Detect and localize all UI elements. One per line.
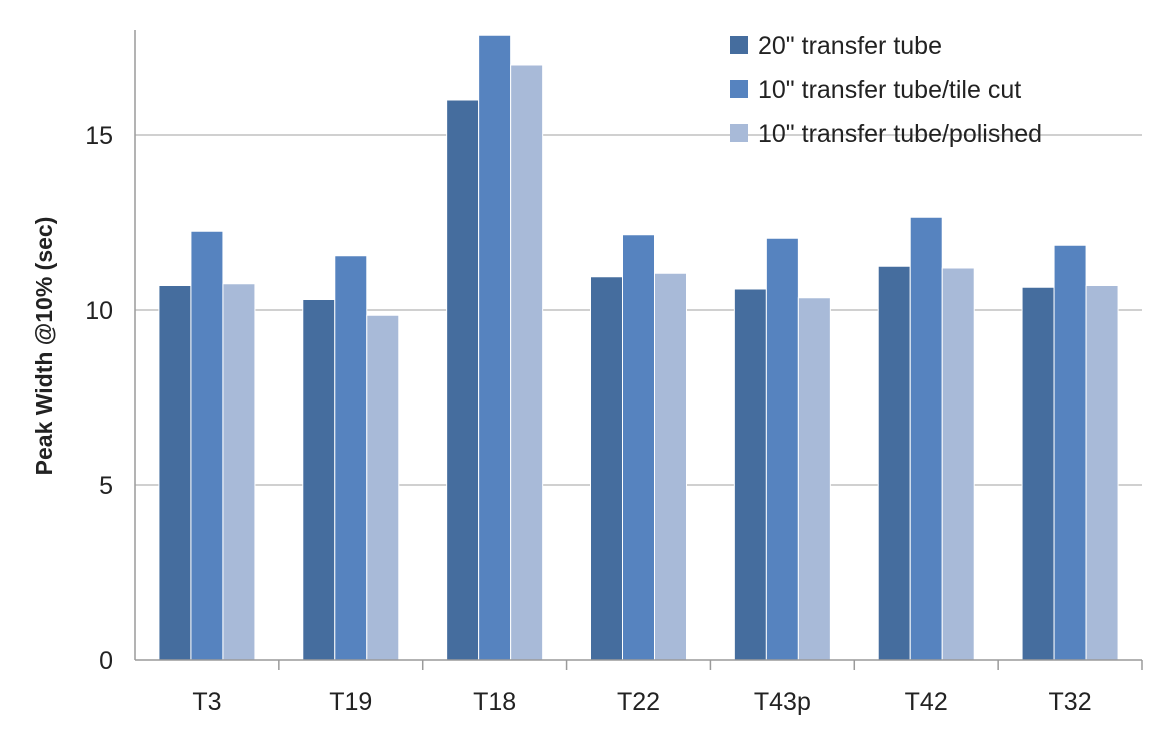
bar-t43p-series-1	[733, 288, 767, 661]
y-tick-label: 0	[99, 647, 113, 675]
bar-t3-series-1	[158, 285, 192, 661]
bar-t3-series-2	[190, 230, 224, 661]
x-category-label: T43p	[754, 688, 811, 716]
bar-t43p-series-2	[765, 237, 799, 661]
x-category-label: T18	[473, 688, 516, 716]
bars	[158, 34, 1119, 661]
y-tick-label: 15	[85, 122, 113, 150]
bar-t22-series-1	[590, 276, 623, 661]
bar-t42-series-1	[877, 265, 911, 661]
legend-label-2: 10" transfer tube/tile cut	[758, 76, 1021, 104]
bar-t18-series-3	[510, 64, 544, 661]
x-category-label: T19	[329, 688, 372, 716]
legend: 20" transfer tube 10" transfer tube/tile …	[730, 32, 1042, 148]
x-category-label: T3	[192, 688, 221, 716]
bar-t22-series-2	[622, 234, 655, 661]
bar-t42-series-2	[909, 216, 943, 661]
legend-label-3: 10" transfer tube/polished	[758, 120, 1042, 148]
x-category-label: T22	[617, 688, 660, 716]
bar-t32-series-2	[1053, 244, 1087, 661]
x-category-label: T42	[905, 688, 948, 716]
y-tick-label: 10	[85, 297, 113, 325]
bar-t19-series-2	[334, 255, 368, 661]
bar-t42-series-3	[941, 267, 975, 661]
bar-t32-series-3	[1085, 285, 1119, 661]
bar-t3-series-3	[222, 283, 256, 661]
bar-t32-series-1	[1021, 286, 1055, 661]
y-tick-labels: 0 5 10 15	[85, 122, 113, 675]
legend-swatch-1	[730, 36, 748, 54]
y-axis-title: Peak Width @10% (sec)	[31, 217, 57, 476]
legend-label-1: 20" transfer tube	[758, 32, 942, 60]
legend-swatch-2	[730, 80, 748, 98]
bar-t43p-series-3	[797, 297, 831, 661]
x-category-label: T32	[1049, 688, 1092, 716]
legend-swatch-3	[730, 124, 748, 142]
bar-t18-series-2	[478, 34, 512, 661]
bar-t18-series-1	[446, 99, 480, 661]
bar-t19-series-1	[302, 299, 336, 661]
y-tick-label: 5	[99, 472, 113, 500]
bar-t19-series-3	[366, 314, 400, 661]
bar-t22-series-3	[654, 272, 687, 661]
x-category-labels: T3 T19 T18 T22 T43p T42 T32	[192, 688, 1091, 716]
axes	[134, 30, 1143, 670]
